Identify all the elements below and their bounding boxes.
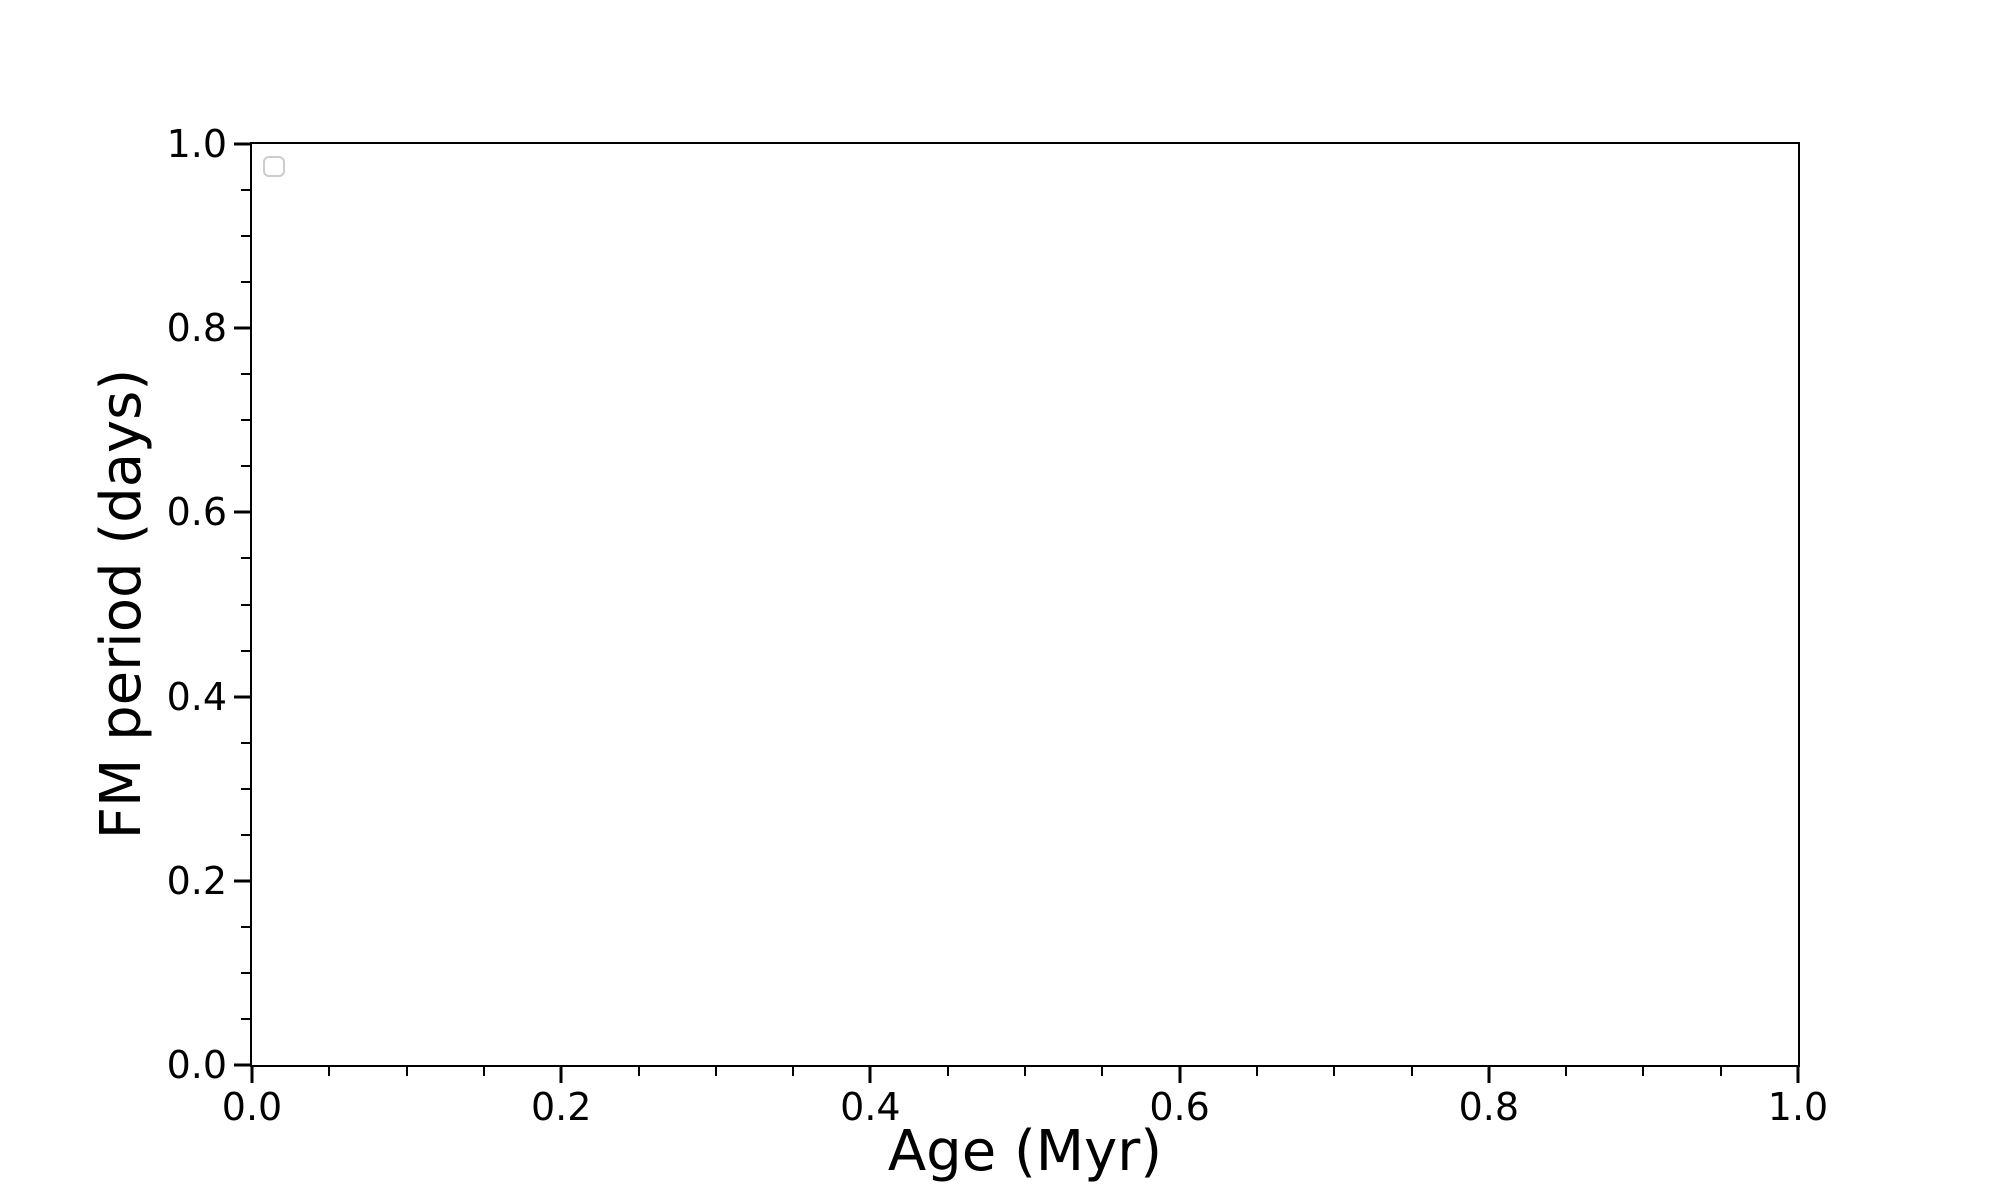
x-axis-tick-label: 0.4 (840, 1085, 901, 1129)
x-axis-tick-label: 1.0 (1767, 1085, 1829, 1129)
x-axis-major-tick (559, 1067, 563, 1083)
x-axis-minor-tick (405, 1067, 408, 1076)
y-axis-minor-tick (241, 465, 250, 468)
x-axis-minor-tick (1410, 1067, 1413, 1076)
y-axis-tick-label: 0.6 (166, 490, 227, 535)
x-axis-minor-tick (1255, 1067, 1258, 1076)
y-axis-tick-label: 0.4 (166, 674, 227, 719)
y-axis-minor-tick (241, 1017, 250, 1020)
x-axis-major-tick (1487, 1067, 1491, 1083)
plot-area: 0.0 0.2 0.4 0.6 0.8 1.0 0.0 0.2 0.4 0.6 0.8 1.0 (167, 125, 1829, 1126)
y-axis-major-tick (234, 142, 250, 146)
y-axis-minor-tick (241, 925, 250, 928)
x-axis-minor-tick (1024, 1067, 1026, 1076)
y-axis-minor-tick (241, 833, 250, 836)
y-axis-minor-tick (241, 787, 250, 790)
x-axis-tick-label: 0.0 (221, 1085, 283, 1129)
y-axis-minor-tick (241, 557, 250, 560)
y-axis-minor-tick (241, 373, 250, 376)
x-axis-title: Age (Myr) (887, 1119, 1163, 1184)
x-axis-major-tick (1178, 1067, 1182, 1083)
y-axis-minor-tick (241, 419, 250, 422)
x-axis-minor-tick (1565, 1067, 1568, 1076)
legend-box (263, 156, 285, 177)
y-axis-minor-tick (241, 649, 250, 652)
y-axis-major-tick (234, 879, 250, 883)
x-axis-major-tick (250, 1067, 254, 1083)
x-axis-tick-label: 0.6 (1149, 1085, 1210, 1129)
x-axis-minor-tick (482, 1067, 485, 1076)
y-axis-minor-tick (241, 741, 250, 744)
x-axis-tick-label: 0.2 (530, 1085, 592, 1129)
y-axis-minor-tick (241, 189, 250, 192)
y-axis-minor-tick (241, 603, 250, 606)
x-axis-minor-tick (637, 1067, 640, 1076)
y-axis-minor-tick (241, 971, 250, 974)
x-axis-minor-tick (1333, 1067, 1336, 1076)
y-axis-minor-tick (241, 235, 250, 238)
x-axis-minor-tick (946, 1067, 949, 1076)
y-axis-tick-label: 0.8 (166, 306, 227, 351)
y-axis-tick-label: 1.0 (166, 122, 227, 166)
x-axis-minor-tick (792, 1067, 795, 1076)
x-axis-major-tick (1796, 1067, 1800, 1083)
y-axis-major-tick (234, 326, 250, 330)
x-axis-minor-tick (328, 1067, 331, 1076)
y-axis-title: FM period (days) (89, 368, 154, 840)
x-axis-major-tick (868, 1067, 872, 1083)
x-axis-minor-tick (1101, 1067, 1104, 1076)
y-axis-major-tick (234, 1063, 250, 1067)
y-axis-major-tick (234, 695, 250, 699)
x-axis-minor-tick (1719, 1067, 1722, 1076)
y-axis-major-tick (234, 510, 250, 514)
y-axis-tick-label: 0.2 (166, 858, 227, 903)
y-axis-minor-tick (241, 281, 250, 284)
x-axis-minor-tick (1642, 1067, 1645, 1076)
x-axis-tick-label: 0.8 (1458, 1085, 1520, 1129)
x-axis-minor-tick (714, 1067, 717, 1076)
y-axis-tick-label: 0.0 (166, 1043, 227, 1087)
